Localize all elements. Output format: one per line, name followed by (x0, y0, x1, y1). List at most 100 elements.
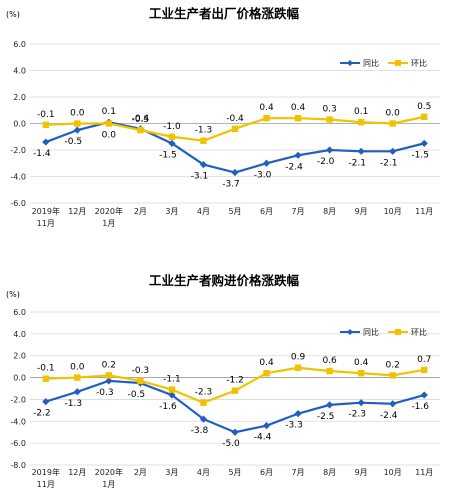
data-label: -1.6 (159, 402, 177, 412)
data-label: -5.0 (222, 439, 240, 449)
x-tick-label: 2月 (134, 207, 147, 216)
data-point (294, 151, 302, 159)
data-label: 0.3 (322, 105, 336, 115)
data-point (105, 120, 113, 127)
x-tick-label: 5月 (228, 468, 241, 477)
y-unit-label: (%) (6, 290, 20, 299)
data-point (294, 115, 302, 122)
chart-output-price: 工业生产者出厂价格涨跌幅 (%) 6.0 4.0 2.0 0.0 -2.0 -4.0 -6.0 2… (0, 0, 449, 250)
x-tick-label: 3月 (165, 207, 178, 216)
data-label: -0.1 (37, 110, 55, 120)
data-label: -2.1 (380, 158, 398, 168)
data-point (137, 126, 144, 134)
x-tick-label: 11月 (37, 480, 55, 489)
legend-marker (347, 329, 353, 335)
x-tick-label: 2019年 (32, 467, 60, 477)
x-tick-label: 1月 (102, 219, 115, 228)
data-label: 0.1 (354, 107, 368, 117)
data-point (420, 391, 428, 399)
data-point (262, 159, 271, 167)
data-label: 0.1 (102, 107, 116, 117)
data-point (389, 372, 396, 379)
legend-label: 同比 (363, 327, 379, 337)
data-label: -3.0 (254, 170, 272, 180)
data-point (73, 126, 81, 134)
data-label: -0.5 (128, 390, 146, 400)
data-point (263, 370, 270, 377)
data-point (168, 386, 176, 393)
data-label: 0.4 (354, 358, 369, 368)
x-tick-label: 6月 (260, 207, 273, 216)
x-tick-label: 8月 (323, 207, 336, 216)
y-tick-label: 0.0 (13, 374, 26, 383)
data-point (294, 410, 302, 418)
data-point (42, 375, 49, 382)
data-label: 0.2 (102, 360, 116, 370)
data-label: -1.6 (411, 402, 429, 412)
y-unit-label: (%) (6, 10, 20, 19)
y-tick-label: 2.0 (13, 352, 26, 361)
legend-label: 同比 (363, 58, 379, 68)
x-tick-label: 12月 (68, 207, 86, 216)
data-label: 0.2 (386, 360, 400, 370)
x-tick-label: 2020年 (95, 467, 123, 477)
data-label: -2.3 (348, 410, 366, 420)
data-point (357, 370, 365, 377)
x-tick-label: 4月 (197, 207, 210, 216)
data-point (74, 120, 81, 127)
data-label: -3.8 (191, 426, 209, 436)
x-tick-label: 9月 (355, 207, 368, 216)
data-label: -1.3 (195, 126, 213, 136)
data-label: 0.0 (70, 109, 85, 119)
data-label: -0.4 (226, 114, 244, 124)
x-tick-label: 2019年 (32, 206, 60, 216)
x-tick-label: 10月 (384, 468, 402, 477)
x-tick-label: 8月 (323, 468, 336, 477)
data-point (168, 139, 176, 147)
legend-marker (395, 60, 401, 66)
data-point (168, 133, 176, 140)
data-label: -1.5 (411, 150, 429, 160)
data-point (199, 160, 208, 169)
y-tick-label: 4.0 (13, 67, 26, 76)
y-tick-label: -8.0 (10, 461, 26, 470)
data-label: -0.1 (37, 364, 55, 374)
data-label: 0.5 (417, 102, 431, 112)
data-point (42, 138, 50, 146)
data-point (231, 168, 239, 177)
x-tick-label: 2月 (134, 468, 147, 477)
data-point (357, 399, 365, 407)
x-tick-label: 11月 (415, 468, 433, 477)
data-point (421, 366, 428, 374)
data-point (231, 125, 239, 132)
y-tick-label: -6.0 (10, 199, 26, 208)
y-tick-label: 0.0 (13, 120, 26, 129)
y-tick-label: -4.0 (10, 417, 26, 426)
data-label: -1.3 (65, 399, 83, 409)
data-point (357, 118, 365, 126)
data-point (200, 399, 207, 406)
x-tick-label: 10月 (384, 207, 402, 216)
x-tick-label: 4月 (197, 468, 210, 477)
data-label: 0.4 (291, 103, 306, 113)
legend-label: 环比 (411, 327, 427, 337)
data-label: -2.4 (380, 411, 398, 421)
data-label: -0.3 (132, 366, 150, 376)
data-label: 0.9 (291, 353, 306, 363)
data-label: -3.3 (285, 421, 303, 431)
x-tick-label: 5月 (228, 207, 241, 216)
data-point (389, 120, 396, 127)
y-tick-label: 4.0 (13, 330, 26, 339)
data-point (231, 387, 239, 394)
data-point (326, 367, 333, 375)
data-label: -4.4 (254, 433, 272, 443)
data-point (200, 137, 207, 144)
data-point (357, 147, 365, 155)
chart-title: 工业生产者购进价格涨跌幅 (149, 273, 300, 288)
data-point (262, 422, 271, 430)
x-tick-label: 7月 (292, 207, 305, 216)
x-tick-label: 11月 (37, 219, 55, 228)
data-label: 0.0 (386, 109, 401, 119)
legend-marker (347, 60, 353, 66)
data-point (326, 146, 334, 154)
